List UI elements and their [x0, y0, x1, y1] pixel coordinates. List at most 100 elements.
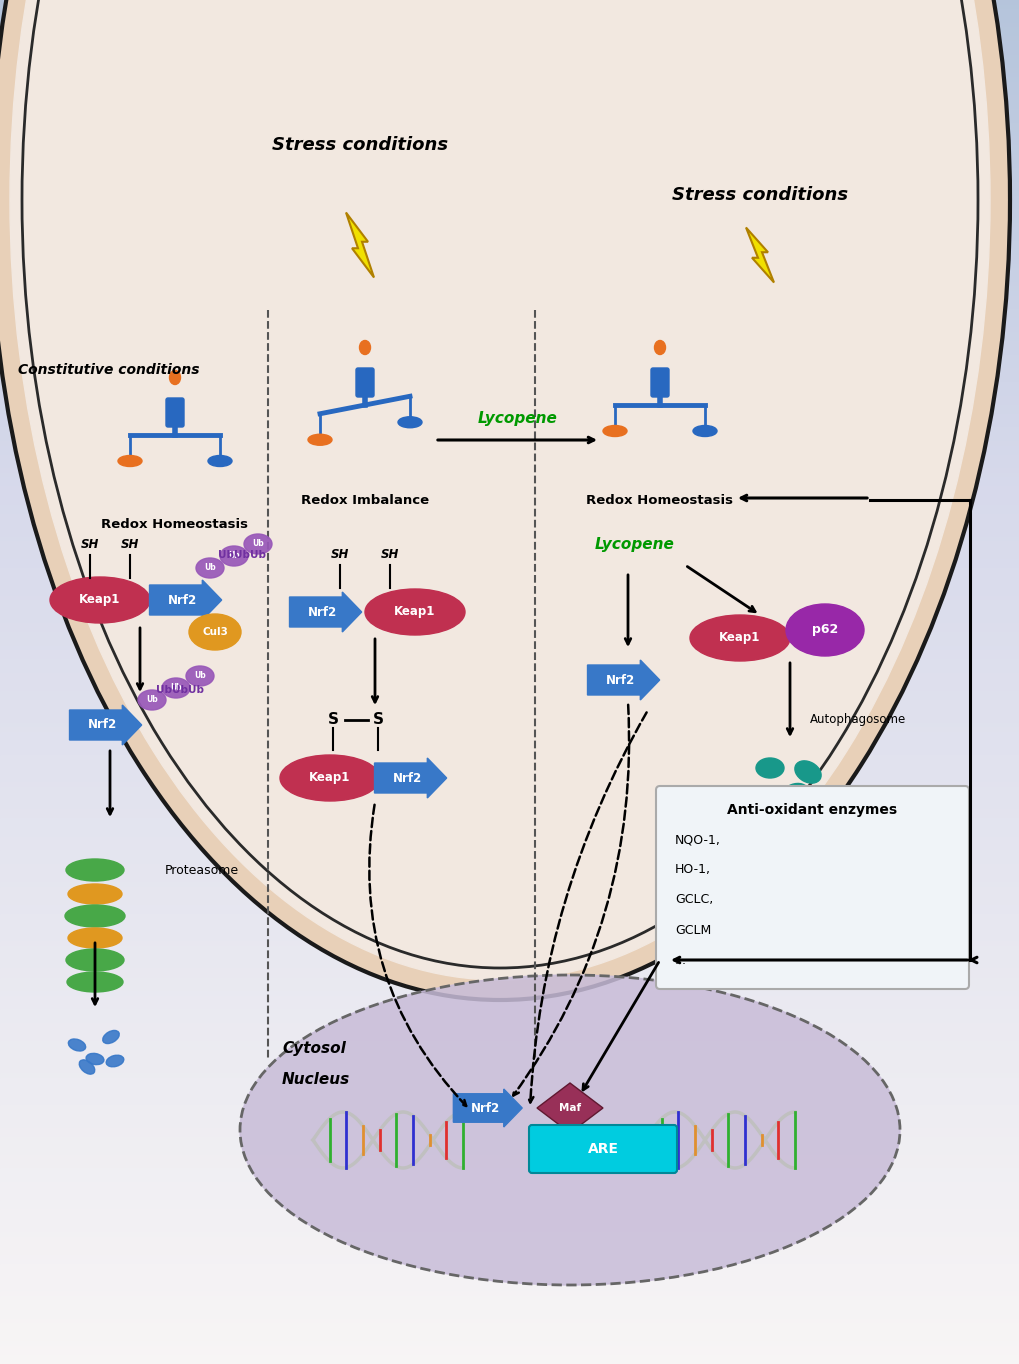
Bar	[0, 522, 1019, 528]
Bar	[0, 282, 1019, 286]
Bar	[0, 59, 1019, 64]
Bar	[0, 477, 1019, 481]
Ellipse shape	[602, 426, 627, 436]
Bar	[0, 1101, 1019, 1105]
Bar	[0, 1159, 1019, 1163]
Bar	[0, 300, 1019, 304]
Text: S: S	[372, 712, 383, 727]
FancyArrow shape	[374, 758, 446, 798]
Bar	[0, 668, 1019, 672]
Bar	[0, 228, 1019, 232]
Bar	[0, 891, 1019, 896]
Bar	[0, 1023, 1019, 1027]
Bar	[0, 1091, 1019, 1095]
Text: Keap1: Keap1	[309, 772, 351, 784]
Bar	[0, 10, 1019, 14]
Bar	[0, 1346, 1019, 1350]
FancyArrow shape	[150, 580, 221, 621]
Bar	[0, 1224, 1019, 1228]
Bar	[0, 709, 1019, 713]
Bar	[0, 109, 1019, 113]
Bar	[0, 514, 1019, 518]
Bar	[0, 610, 1019, 614]
Bar	[0, 1305, 1019, 1309]
Bar	[0, 937, 1019, 941]
Bar	[0, 850, 1019, 855]
Bar	[0, 760, 1019, 764]
Bar	[0, 505, 1019, 509]
Bar	[0, 951, 1019, 955]
Bar	[0, 700, 1019, 705]
Bar	[0, 14, 1019, 18]
Bar	[0, 273, 1019, 277]
Bar	[0, 768, 1019, 773]
Bar	[0, 173, 1019, 177]
Bar	[0, 573, 1019, 577]
Bar	[0, 304, 1019, 310]
Bar	[0, 1323, 1019, 1327]
Bar	[0, 337, 1019, 341]
Bar	[0, 55, 1019, 59]
Text: Keap1: Keap1	[718, 632, 760, 645]
Bar	[0, 1173, 1019, 1177]
Ellipse shape	[185, 666, 214, 686]
Bar	[0, 1169, 1019, 1173]
Bar	[0, 113, 1019, 119]
Text: Ub: Ub	[228, 551, 239, 561]
Bar	[0, 1337, 1019, 1341]
Text: Keap1: Keap1	[79, 593, 120, 607]
Text: Cytosol: Cytosol	[281, 1041, 345, 1056]
Text: Keap1: Keap1	[394, 606, 435, 618]
Bar	[0, 191, 1019, 195]
Bar	[0, 559, 1019, 563]
Bar	[0, 1241, 1019, 1245]
Bar	[0, 1196, 1019, 1200]
Bar	[0, 737, 1019, 741]
Bar	[0, 1005, 1019, 1009]
Text: GCLC,: GCLC,	[675, 893, 712, 907]
Bar	[0, 364, 1019, 368]
Bar	[0, 973, 1019, 978]
Bar	[0, 100, 1019, 105]
Bar	[0, 532, 1019, 536]
Text: SH: SH	[330, 548, 348, 562]
Bar	[0, 491, 1019, 495]
Bar	[0, 1214, 1019, 1218]
Bar	[0, 542, 1019, 546]
Bar	[0, 473, 1019, 477]
Bar	[0, 1013, 1019, 1019]
Bar	[0, 209, 1019, 214]
Bar	[0, 45, 1019, 50]
Bar	[0, 955, 1019, 959]
Text: S: S	[327, 712, 338, 727]
Bar	[0, 1204, 1019, 1210]
Bar	[0, 396, 1019, 400]
Text: Stress conditions: Stress conditions	[272, 136, 447, 154]
Bar	[0, 887, 1019, 891]
Bar	[0, 286, 1019, 291]
Bar	[0, 154, 1019, 160]
Bar	[0, 1114, 1019, 1118]
Bar	[0, 986, 1019, 992]
Bar	[0, 386, 1019, 391]
Bar	[0, 719, 1019, 723]
Bar	[0, 1191, 1019, 1196]
Bar	[0, 146, 1019, 150]
Bar	[0, 582, 1019, 587]
Bar	[0, 764, 1019, 768]
Bar	[0, 82, 1019, 86]
Text: ARE: ARE	[587, 1142, 618, 1157]
Bar	[0, 842, 1019, 846]
Bar	[0, 1095, 1019, 1101]
Bar	[0, 801, 1019, 805]
Bar	[0, 164, 1019, 168]
Bar	[0, 277, 1019, 282]
Bar	[0, 877, 1019, 883]
Bar	[0, 27, 1019, 31]
Ellipse shape	[50, 577, 150, 623]
Bar	[0, 818, 1019, 822]
Bar	[0, 1300, 1019, 1305]
Text: Proteasome: Proteasome	[165, 863, 238, 877]
Bar	[0, 187, 1019, 191]
Bar	[0, 945, 1019, 951]
